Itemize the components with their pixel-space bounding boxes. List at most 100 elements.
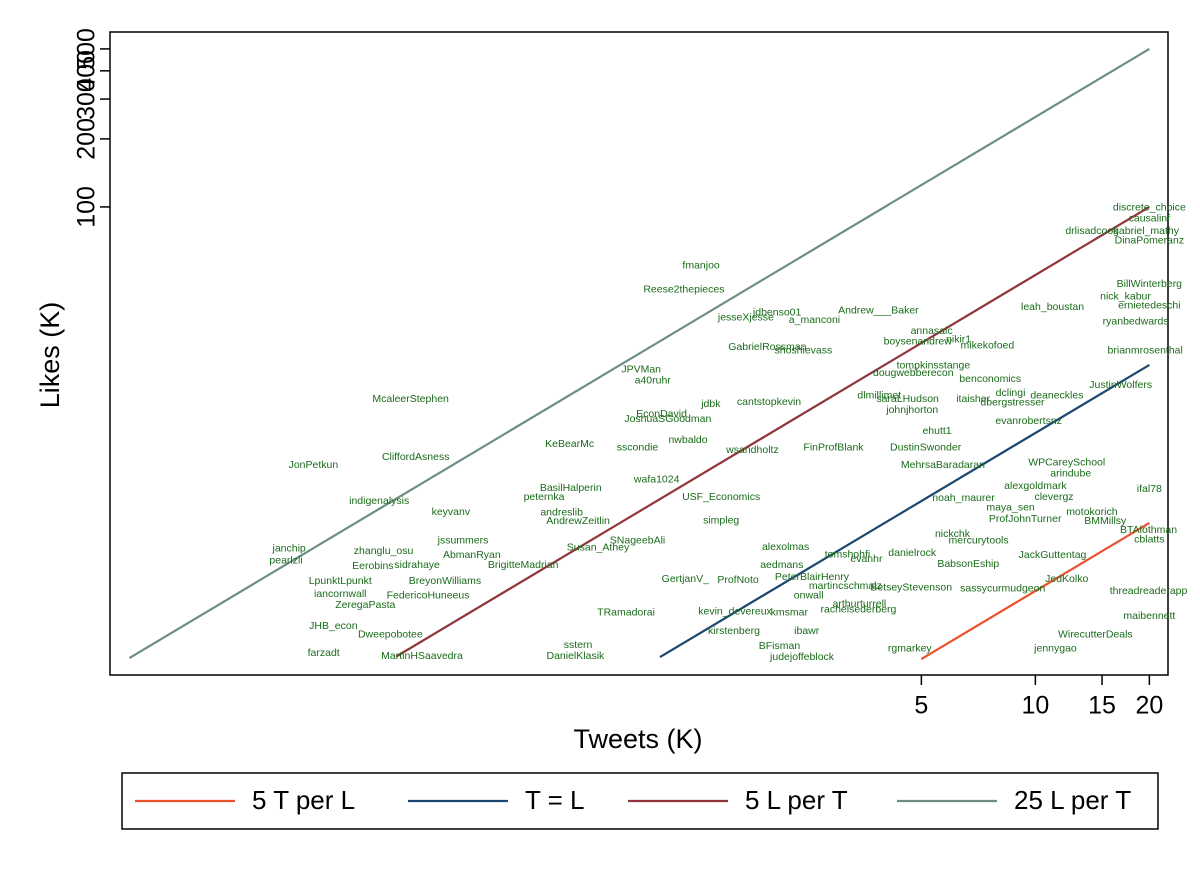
point-label: deaneckles bbox=[1030, 390, 1083, 402]
point-label: Dweepobotee bbox=[358, 629, 423, 641]
x-axis-title: Tweets (K) bbox=[573, 724, 702, 754]
point-label: arindube bbox=[1050, 468, 1091, 480]
point-label: sstern bbox=[564, 639, 593, 651]
point-label: JedKolko bbox=[1045, 573, 1088, 585]
point-label: indigenalysis bbox=[349, 495, 409, 507]
point-label: BabsonEship bbox=[937, 558, 999, 570]
point-label: onwall bbox=[794, 589, 824, 601]
point-label: mercurytools bbox=[949, 535, 1009, 547]
point-label: DanielKlasik bbox=[547, 650, 606, 662]
point-label: jssummers bbox=[437, 535, 489, 547]
legend-frame bbox=[121, 772, 1159, 830]
y-axis-title: Likes (K) bbox=[35, 302, 65, 409]
point-label: DustinSwonder bbox=[890, 442, 962, 454]
point-label: MartinHSaavedra bbox=[381, 650, 463, 662]
point-label: gabriel_mathy bbox=[1113, 225, 1180, 237]
reference-line bbox=[920, 521, 1150, 660]
point-label: keyvanv bbox=[432, 506, 471, 518]
point-label: peternka bbox=[524, 491, 565, 503]
point-label: KeBearMc bbox=[545, 438, 594, 450]
point-label: andreslib bbox=[540, 507, 583, 519]
point-label: FedericoHuneeus bbox=[387, 589, 470, 601]
point-label: ZeregaPasta bbox=[335, 599, 395, 611]
point-label: TRamadorai bbox=[597, 607, 655, 619]
point-label: JackGuttentag bbox=[1019, 549, 1087, 561]
y-tick-label: 300 bbox=[73, 78, 101, 120]
point-label: ernietedeschi bbox=[1118, 300, 1180, 312]
point-label: FinProfBlank bbox=[803, 442, 864, 454]
point-label: Eerobins bbox=[352, 560, 393, 572]
point-label: aedmans bbox=[760, 559, 803, 571]
point-label: zhanglu_osu bbox=[354, 545, 414, 557]
point-label: nick_kabur bbox=[1100, 291, 1151, 303]
point-label: wafa1024 bbox=[633, 474, 680, 486]
point-label: cblatts bbox=[1134, 534, 1164, 546]
reference-line bbox=[128, 47, 1150, 660]
point-label: noah_maurer bbox=[932, 492, 995, 504]
point-label: pearlzli bbox=[269, 555, 302, 567]
point-label: nickchk bbox=[935, 528, 971, 540]
point-label: tompkinsstange bbox=[897, 360, 971, 372]
point-label: mikekofoed bbox=[961, 340, 1015, 352]
point-label: alexolmas bbox=[762, 541, 809, 553]
point-label: BFisman bbox=[759, 640, 801, 652]
point-label: drlisadcook bbox=[1065, 225, 1119, 237]
point-label: Andrew___Baker bbox=[838, 305, 919, 317]
point-label: PeterBlairHenry bbox=[775, 571, 850, 583]
point-label: itaisher bbox=[956, 393, 990, 405]
point-label: sscondie bbox=[617, 442, 659, 454]
point-label: alexgoldmark bbox=[1004, 480, 1067, 492]
point-label: causalinf bbox=[1129, 213, 1171, 225]
point-label: BTAlothman bbox=[1120, 524, 1177, 536]
point-label: maya_sen bbox=[986, 502, 1035, 514]
plot-frame bbox=[109, 31, 1169, 676]
point-label: EconDavid bbox=[636, 408, 687, 420]
point-label: GabrielRossman bbox=[728, 341, 806, 353]
point-label: rachelsederberg bbox=[820, 604, 896, 616]
point-label: JonPetkun bbox=[289, 459, 339, 471]
point-label: BasilHalperin bbox=[540, 482, 602, 494]
point-label: evanhr bbox=[850, 553, 883, 565]
point-label: brianmrosenthal bbox=[1108, 345, 1183, 357]
point-label: a_manconi bbox=[789, 314, 840, 326]
point-label: maibennett bbox=[1123, 610, 1175, 622]
point-label: sidrahaye bbox=[394, 559, 440, 571]
point-label: tomshohfi bbox=[825, 548, 871, 560]
point-label: ProfNoto bbox=[717, 574, 759, 586]
y-tick-label: 200 bbox=[73, 118, 101, 160]
point-label: evanrobertsnz bbox=[995, 415, 1062, 427]
point-label: dlmillimet bbox=[857, 390, 901, 402]
point-label: motokorich bbox=[1066, 506, 1118, 518]
point-label: BreyonWilliams bbox=[409, 575, 481, 587]
point-label: kevin_devereux bbox=[698, 605, 772, 617]
y-tick-label: 500 bbox=[73, 28, 101, 70]
legend-label: 25 L per T bbox=[1014, 785, 1131, 815]
legend-label: 5 L per T bbox=[745, 785, 848, 815]
point-label: discrete_choice bbox=[1113, 202, 1186, 214]
point-label: jennygao bbox=[1033, 643, 1077, 655]
point-label: benconomics bbox=[959, 373, 1021, 385]
point-label: BetseyStevenson bbox=[870, 581, 952, 593]
point-label: JoshuaSGoodman bbox=[624, 413, 711, 425]
point-label: ProfJohnTurner bbox=[989, 513, 1062, 525]
point-label: WirecutterDeals bbox=[1058, 629, 1133, 641]
x-tick-label: 15 bbox=[1088, 692, 1116, 720]
point-label: nwbaldo bbox=[668, 434, 707, 446]
x-tick-label: 5 bbox=[914, 692, 928, 720]
point-label: AbmanRyan bbox=[443, 549, 501, 561]
point-label: CliffordAsness bbox=[382, 451, 450, 463]
point-label: farzadt bbox=[308, 647, 340, 659]
point-label: iancornwall bbox=[314, 588, 367, 600]
point-label: kirstenberg bbox=[708, 625, 760, 637]
point-label: threadreaderapp bbox=[1110, 585, 1188, 597]
point-label: a40ruhr bbox=[635, 375, 672, 387]
point-label: USF_Economics bbox=[682, 491, 760, 503]
point-label: LpunktLpunkt bbox=[309, 575, 372, 587]
point-label: JHB_econ bbox=[309, 620, 358, 632]
point-label: DinaPomeranz bbox=[1115, 234, 1184, 246]
point-label: boysenandrew bbox=[884, 336, 953, 348]
point-label: annasaic bbox=[911, 325, 953, 337]
